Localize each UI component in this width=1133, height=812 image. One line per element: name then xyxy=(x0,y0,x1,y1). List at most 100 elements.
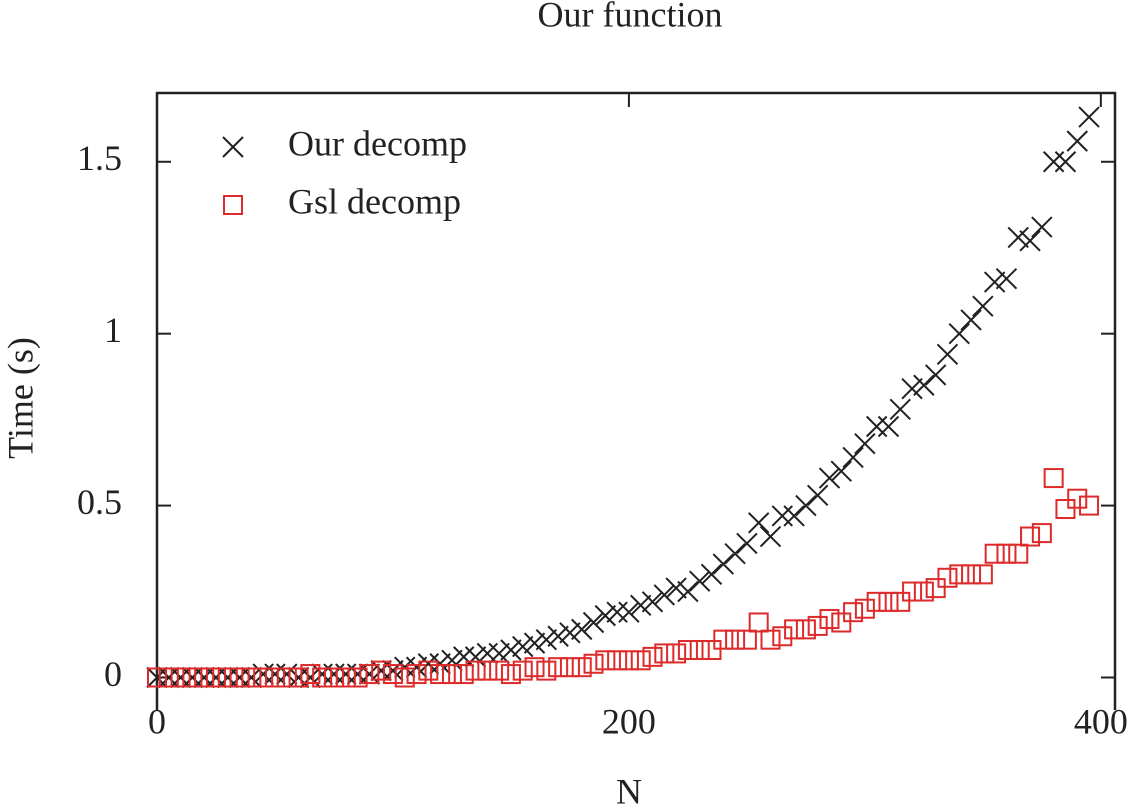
data-point xyxy=(995,267,1018,290)
data-point xyxy=(701,639,722,660)
data-point xyxy=(854,598,875,619)
data-point xyxy=(358,663,381,685)
x-axis-label: N xyxy=(616,771,642,811)
data-point xyxy=(1079,495,1100,516)
data-point xyxy=(925,578,946,599)
data-point xyxy=(252,663,274,685)
data-point xyxy=(264,663,286,685)
data-point xyxy=(618,601,640,623)
data-point xyxy=(418,660,439,681)
data-point xyxy=(512,635,534,658)
data-point xyxy=(843,602,864,623)
data-point xyxy=(1054,151,1077,173)
data-point xyxy=(288,667,309,688)
data-point xyxy=(595,650,616,671)
data-point xyxy=(972,564,993,585)
data-point xyxy=(311,663,333,685)
data-point xyxy=(512,660,533,681)
data-point xyxy=(158,667,179,688)
data-point xyxy=(147,667,167,688)
data-point xyxy=(890,591,911,612)
data-point xyxy=(736,629,757,650)
legend-label: Our decomp xyxy=(288,123,467,163)
data-point xyxy=(571,657,592,678)
data-point xyxy=(1020,526,1041,547)
data-point xyxy=(300,664,321,685)
data-point xyxy=(594,604,617,627)
data-point xyxy=(618,650,639,671)
data-point xyxy=(1031,216,1053,238)
data-point xyxy=(830,460,852,482)
data-point xyxy=(276,667,297,688)
data-point xyxy=(571,618,593,641)
data-point xyxy=(771,505,794,527)
data-point xyxy=(441,649,463,672)
data-point xyxy=(972,295,994,317)
data-point xyxy=(913,581,934,602)
data-point xyxy=(287,666,310,689)
data-point xyxy=(370,659,392,682)
data-point xyxy=(677,639,698,660)
data-point xyxy=(405,656,428,678)
data-point xyxy=(831,612,852,633)
data-point xyxy=(1055,499,1076,520)
data-point xyxy=(359,664,380,685)
data-point xyxy=(382,664,403,685)
data-point xyxy=(795,494,817,517)
data-point xyxy=(1008,543,1029,564)
legend-marker xyxy=(222,136,244,158)
data-point xyxy=(394,667,415,688)
data-point xyxy=(488,642,510,665)
data-point xyxy=(429,653,451,675)
data-point xyxy=(335,667,356,688)
data-point xyxy=(902,581,923,602)
data-point xyxy=(464,646,487,668)
data-point xyxy=(205,666,227,689)
data-point xyxy=(866,591,887,612)
legend-label: Gsl decomp xyxy=(288,181,461,221)
data-point xyxy=(865,415,888,438)
data-point xyxy=(346,663,369,685)
data-point xyxy=(795,619,816,640)
data-point xyxy=(606,601,628,623)
data-point xyxy=(996,543,1017,564)
data-point xyxy=(889,398,911,421)
data-point xyxy=(1043,468,1064,489)
data-point xyxy=(913,374,935,396)
data-point xyxy=(253,667,274,688)
data-point xyxy=(630,650,651,671)
chart-title: Our function xyxy=(538,0,723,34)
data-point xyxy=(182,667,203,688)
data-point xyxy=(441,664,462,685)
data-point xyxy=(842,446,864,469)
data-point xyxy=(217,667,238,688)
data-point xyxy=(806,484,829,506)
data-point xyxy=(807,615,828,636)
data-point xyxy=(949,564,970,585)
data-point xyxy=(983,271,1006,293)
y-axis-label: Time (s) xyxy=(0,337,40,459)
data-point xyxy=(819,609,840,630)
data-point xyxy=(240,666,263,689)
data-point xyxy=(677,580,699,603)
data-point xyxy=(228,666,251,689)
data-point xyxy=(476,642,499,665)
data-point xyxy=(901,377,923,400)
y-tick-label: 0 xyxy=(104,654,122,694)
data-point xyxy=(276,663,298,685)
data-point xyxy=(583,653,604,674)
data-point xyxy=(181,666,204,689)
data-point xyxy=(582,611,605,634)
data-point xyxy=(523,632,546,654)
x-tick-label: 400 xyxy=(1074,701,1128,741)
data-point xyxy=(689,639,710,660)
data-point xyxy=(878,591,899,612)
data-point xyxy=(299,666,322,689)
data-point xyxy=(146,666,168,689)
legend-marker xyxy=(223,195,243,215)
data-point xyxy=(536,660,557,681)
data-point xyxy=(689,570,711,592)
data-point xyxy=(465,660,486,681)
data-point xyxy=(712,553,735,575)
data-point xyxy=(371,660,392,681)
